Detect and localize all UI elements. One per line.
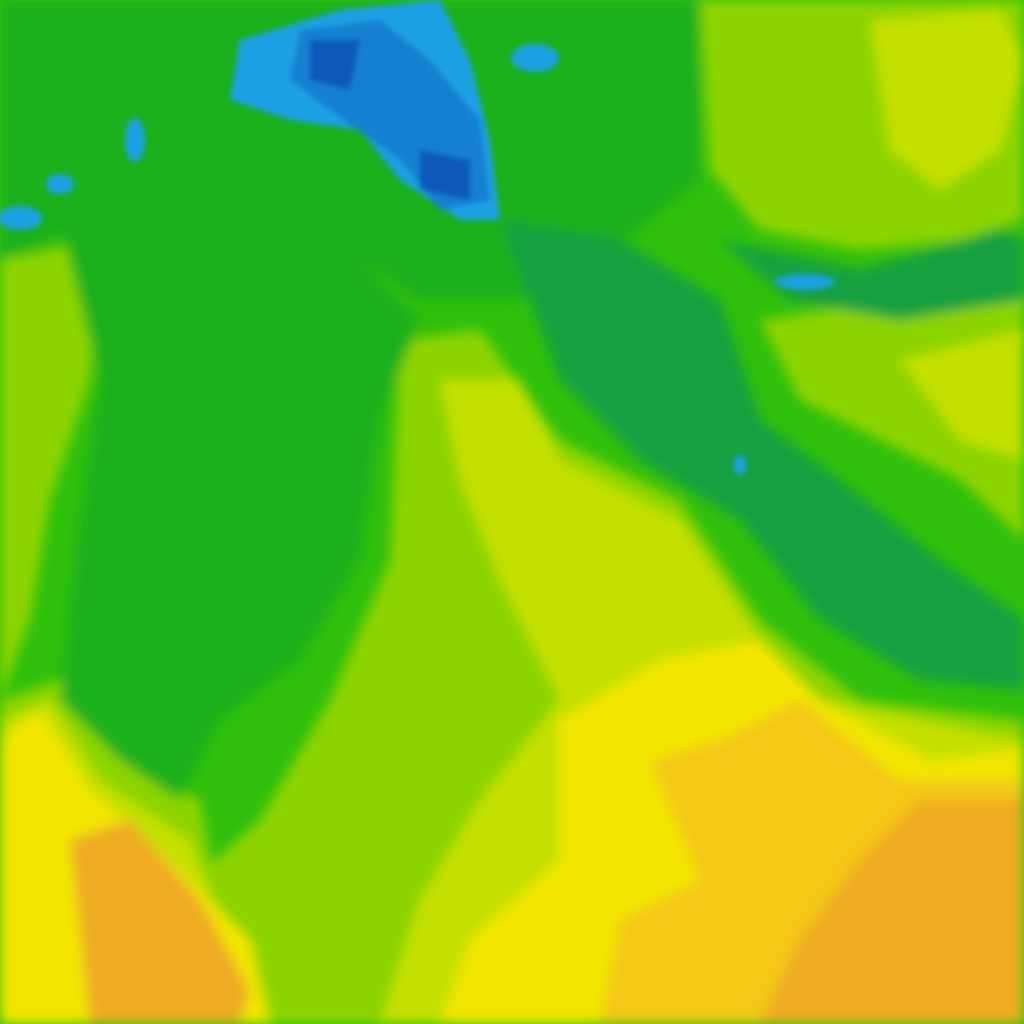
region-right-top-yellowgreen <box>870 10 1024 190</box>
region-teal-diagonal <box>500 220 1024 690</box>
blob-blue-north-east <box>511 44 559 72</box>
region-right-mid-yellowgreen <box>900 330 1024 460</box>
blob-blue-east <box>775 274 835 290</box>
blob-blue-west <box>0 206 42 230</box>
region-right-mid-lime <box>760 280 1024 540</box>
region-orange-right <box>760 800 1024 1024</box>
blob-blue-center <box>734 455 746 475</box>
region-left-lime <box>0 240 100 700</box>
region-dark-blue-north <box>310 40 470 200</box>
blob-blue-west-3 <box>125 118 145 162</box>
blob-blue-west-2 <box>46 174 74 194</box>
region-dark-green-center <box>60 200 420 800</box>
region-teal-right-band <box>720 230 1024 320</box>
region-orange-left <box>70 820 250 1024</box>
